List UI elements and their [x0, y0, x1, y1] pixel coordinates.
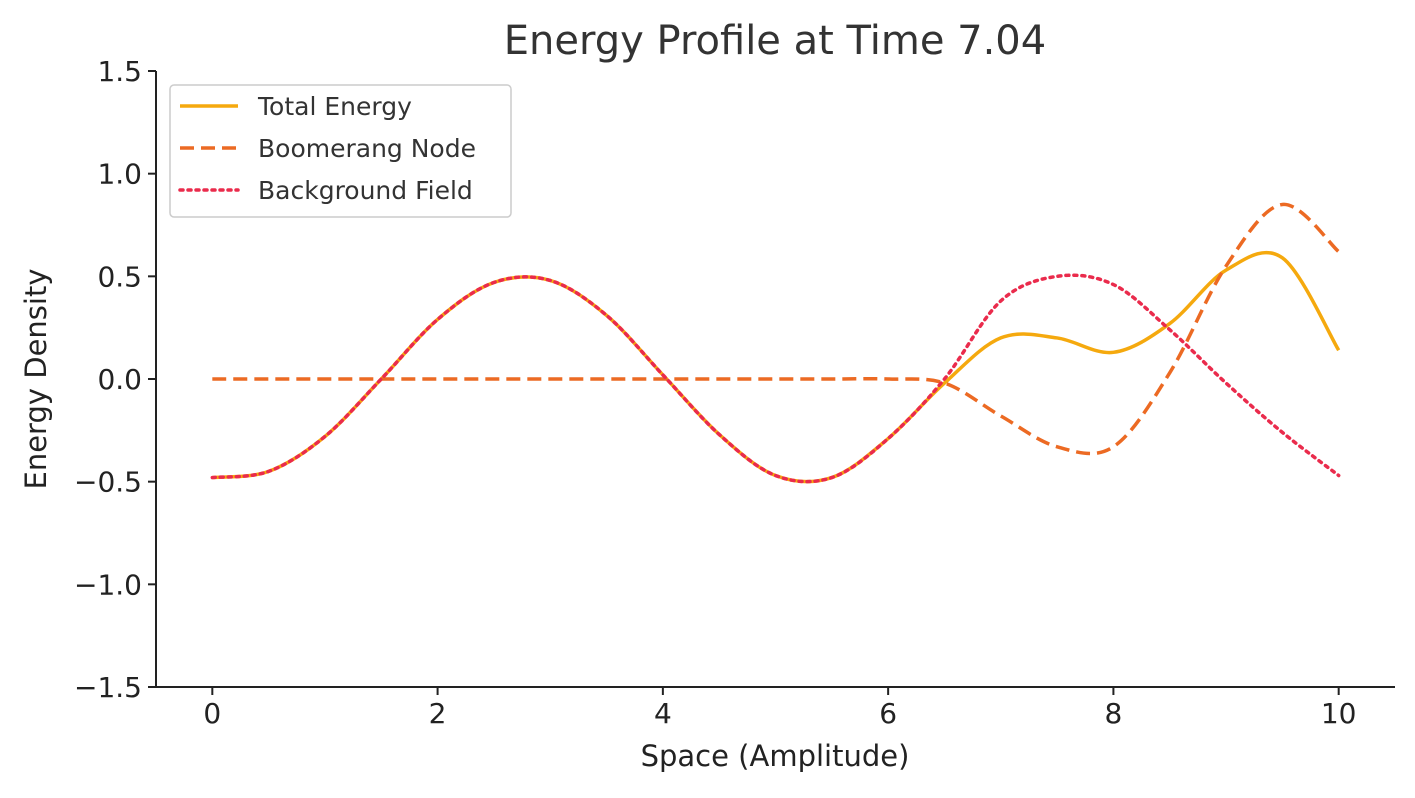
- x-tick-label: 4: [654, 697, 672, 730]
- legend-label: Total Energy: [257, 92, 412, 121]
- legend-label: Background Field: [258, 176, 473, 205]
- y-tick-label: 1.5: [97, 55, 142, 88]
- legend-box: [169, 84, 512, 218]
- chart-title: Energy Profile at Time 7.04: [504, 18, 1046, 64]
- y-tick-label: −1.5: [74, 671, 142, 704]
- y-axis-label: Energy Density: [19, 269, 53, 490]
- x-axis-label: Space (Amplitude): [641, 739, 910, 773]
- y-tick-label: −0.5: [74, 466, 142, 499]
- x-tick-label: 6: [879, 697, 897, 730]
- legend-label: Boomerang Node: [258, 134, 476, 163]
- x-tick-label: 2: [429, 697, 447, 730]
- x-tick-label: 10: [1321, 697, 1357, 730]
- x-tick-label: 0: [203, 697, 221, 730]
- x-ticks: 0 2 4 6 8 10: [203, 687, 1357, 730]
- y-tick-label: 1.0: [97, 158, 142, 191]
- y-ticks: −1.5 −1.0 −0.5 0.0 0.5 1.0 1.5: [74, 55, 156, 704]
- series-line-background-field: [210, 273, 1341, 484]
- series-line-boomerang-node: [212, 202, 1340, 456]
- series-layer: [210, 202, 1341, 484]
- x-tick-label: 8: [1104, 697, 1122, 730]
- y-tick-label: 0.0: [97, 363, 142, 396]
- legend: Total Energy Boomerang Node Background Fie…: [169, 84, 512, 218]
- series-line-total-energy: [212, 250, 1341, 484]
- y-tick-label: −1.0: [74, 568, 142, 601]
- y-tick-label: 0.5: [97, 260, 142, 293]
